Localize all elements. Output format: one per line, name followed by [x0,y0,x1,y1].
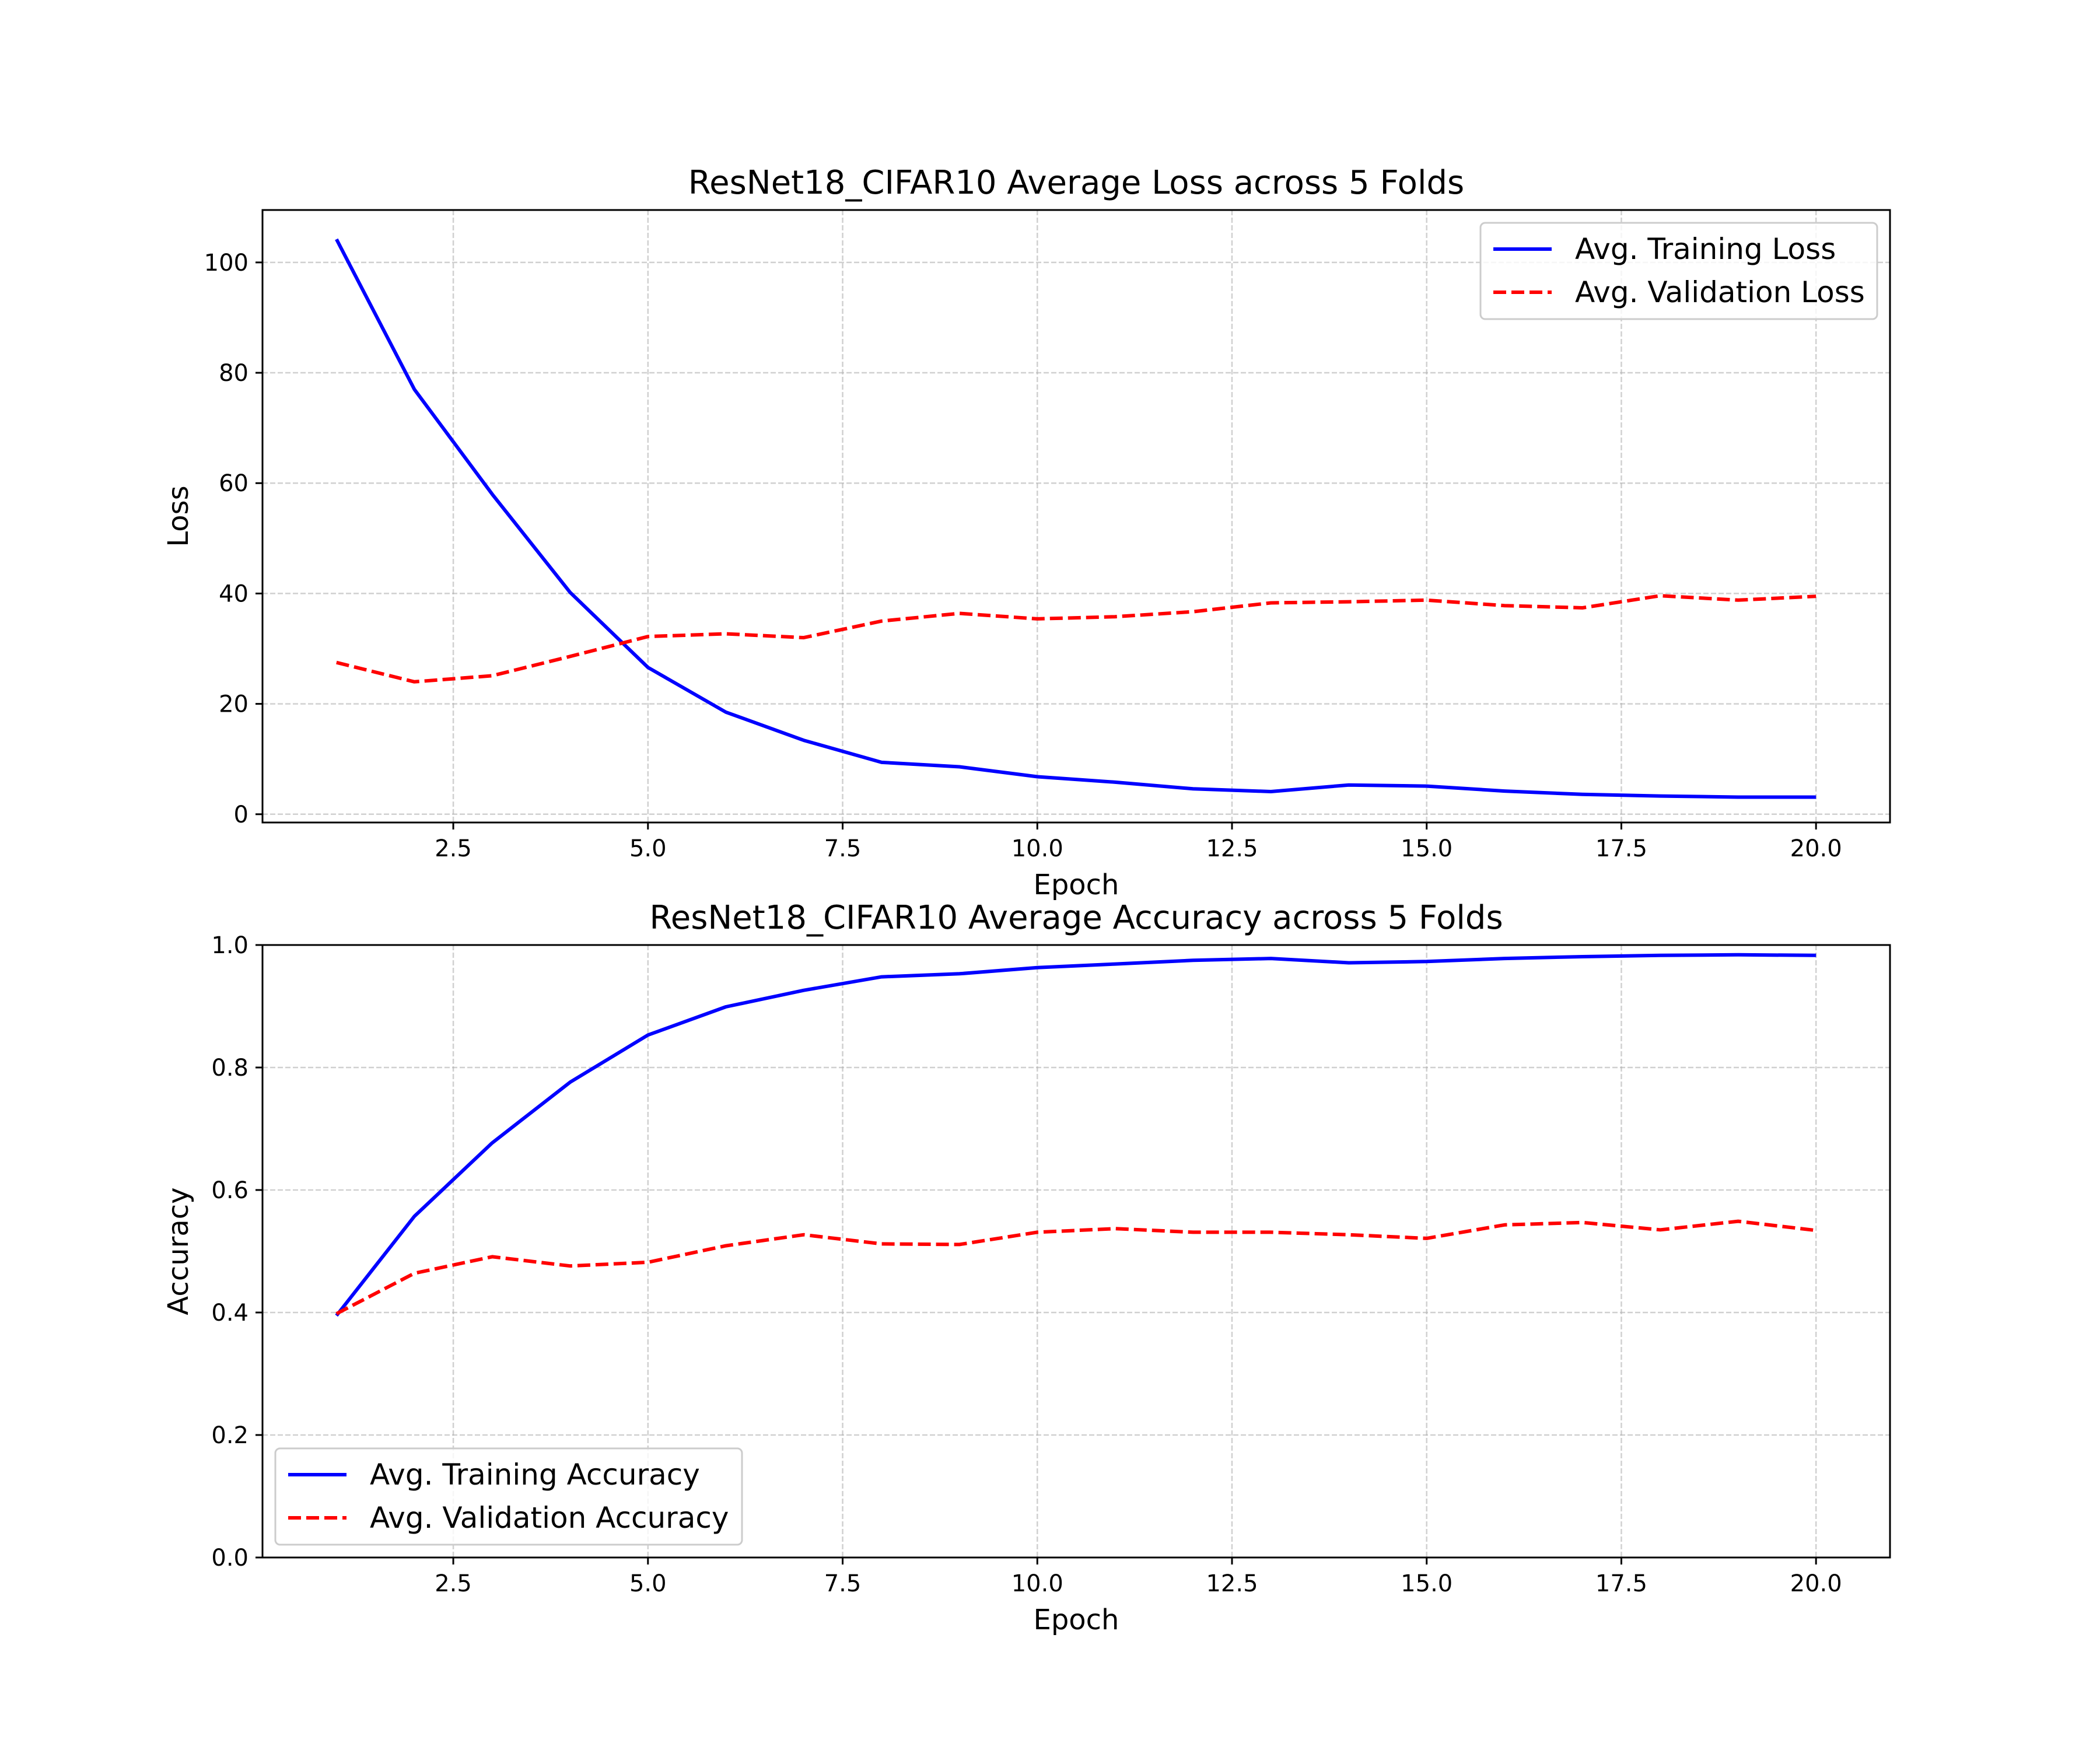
x-tick-label: 17.5 [1595,835,1647,862]
x-tick-label: 12.5 [1206,1570,1258,1597]
y-axis-label: Accuracy [162,1187,195,1315]
legend-label-validation: Avg. Validation Loss [1575,275,1865,309]
plot-frame [261,944,1891,1559]
y-tick-label: 0.4 [211,1300,249,1326]
y-tick-label: 0.0 [211,1545,249,1572]
y-axis-label: Loss [162,485,195,547]
y-tick-label: 80 [219,360,249,387]
grid [262,210,1890,822]
y-tick-label: 1.0 [211,932,249,959]
y-tick-label: 100 [204,250,249,276]
legend-label-validation: Avg. Validation Accuracy [370,1501,729,1535]
x-tick-label: 20.0 [1790,835,1842,862]
x-tick-label: 7.5 [824,1570,862,1597]
chart-panel-2: 2.5 5.0 7.5 10.0 12.5 15.0 17.5 20.0 0.0 0.2 0.4 0.… [162,899,1891,1636]
chart-panel-1: 2.5 5.0 7.5 10.0 12.5 15.0 17.5 20.0 0 20 40 60 80 10… [162,164,1891,901]
x-tick-label: 7.5 [824,835,862,862]
series-line-validation [335,1219,1817,1315]
legend-label-training: Avg. Training Loss [1575,232,1836,266]
legend: Avg. Training Accuracy Avg. Validation Ac… [274,1447,743,1546]
x-tick-label: 15.0 [1401,1570,1452,1597]
series-line-training [335,953,1817,1317]
x-tick-label: 2.5 [435,1570,472,1597]
plot-frame [261,209,1891,824]
y-tick-label: 40 [219,580,249,607]
y-tick-label: 20 [219,691,249,718]
y-tick-label: 0.6 [211,1177,249,1204]
x-tick-label: 5.0 [629,835,667,862]
x-tick-label: 17.5 [1595,1570,1647,1597]
series-line-validation [336,594,1817,684]
x-tick-label: 20.0 [1790,1570,1842,1597]
y-tick-label: 0 [234,802,249,828]
x-tick-label: 10.0 [1012,1570,1063,1597]
chart-title: ResNet18_CIFAR10 Average Loss across 5 F… [688,164,1464,202]
y-tick-label: 0.8 [211,1055,249,1082]
x-tick-label: 15.0 [1401,835,1452,862]
x-tick-label: 10.0 [1012,835,1063,862]
x-axis-label: Epoch [1034,1604,1119,1636]
x-tick-label: 5.0 [629,1570,667,1597]
series-line-training [335,238,1817,799]
x-tick-label: 12.5 [1206,835,1258,862]
legend: Avg. Training Loss Avg. Validation Loss [1479,222,1878,320]
y-tick-label: 0.2 [211,1422,249,1449]
x-axis-label: Epoch [1034,869,1119,901]
legend-label-training: Avg. Training Accuracy [370,1458,700,1492]
chart-title: ResNet18_CIFAR10 Average Accuracy across… [649,899,1503,937]
legend-box [274,1447,743,1546]
legend-box [1479,222,1878,320]
x-tick-label: 2.5 [435,835,472,862]
y-tick-label: 60 [219,470,249,497]
